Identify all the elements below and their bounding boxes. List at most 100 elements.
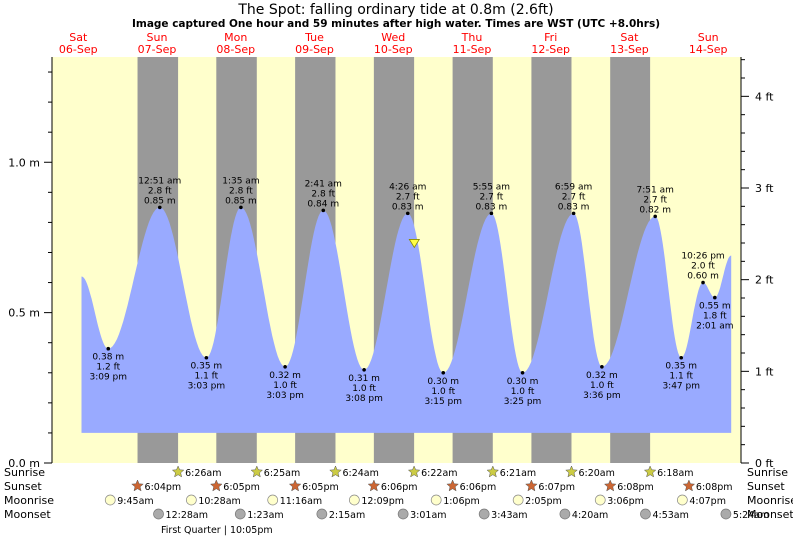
day-name: Sat [69,31,88,44]
high-tide-time: 5:55 am [473,182,510,192]
tide-point [571,211,576,216]
high-tide-m: 0.82 m [639,205,671,215]
right-tick-label: 2 ft [755,274,774,287]
tide-point [441,370,446,375]
row-label-left: Moonrise [4,494,54,507]
day-name: Thu [461,31,483,44]
day-date: 09-Sep [295,43,334,56]
tide-series [81,207,732,433]
day-name: Sun [147,31,168,44]
left-tick-label: 0.0 m [8,457,40,470]
high-tide-time: 1:35 am [222,176,259,186]
low-tide-ft: 1.0 ft [273,381,297,391]
moonrise-time: 4:07pm [689,496,726,507]
sunrise-icon [643,465,657,478]
moonset-icon [559,508,571,520]
sunset-time: 6:04pm [145,482,182,493]
low-tide-time: 3:08 pm [345,394,383,404]
day-name: Wed [381,31,405,44]
moonrise-time: 12:09pm [361,496,404,507]
row-label-right: Moonrise [747,494,793,507]
high-tide-m: 0.60 m [687,272,719,282]
sunrise-icon [407,465,421,478]
high-tide-m: 0.85 m [225,196,257,206]
low-tide-m: 0.32 m [586,371,618,381]
row-label-left: Sunset [4,480,42,493]
low-tide-ft: 1.1 ft [669,372,693,382]
moonrise-time: 10:28am [198,496,240,507]
high-tide-time: 10:26 pm [681,252,724,262]
high-tide-ft: 2.7 ft [643,195,667,205]
moonrise-time: 3:06pm [607,496,644,507]
tide-point [713,295,717,300]
moonset-time: 5:24am [733,510,769,521]
right-tick-label: 1 ft [755,365,774,378]
chart-title: The Spot: falling ordinary tide at 0.8m … [237,2,553,18]
moonset-icon [234,508,246,520]
moonrise-icon [430,494,442,506]
moonrise-time: 1:06pm [443,496,480,507]
low-tide-ft: 1.1 ft [195,372,219,382]
moonrise-icon [348,494,360,506]
low-tide-ft: 1.2 ft [96,363,120,373]
high-tide-ft: 2.7 ft [480,192,504,202]
chart-header: The Spot: falling ordinary tide at 0.8m … [132,2,660,30]
low-tide-m: 0.35 m [191,362,223,372]
low-tide-ft: 1.0 ft [511,387,535,397]
high-tide-ft: 2.8 ft [229,186,253,196]
day-labels: Sat06-SepSun07-SepMon08-SepTue09-SepWed1… [59,31,728,56]
left-tick-label: 0.5 m [8,307,40,320]
moonrise-icon [104,494,116,506]
high-tide-time: 4:26 am [389,182,426,192]
sunrise-icon [486,465,500,478]
tide-point [362,367,366,372]
low-tide-time: 3:03 pm [266,391,304,401]
high-tide-m: 0.85 m [144,196,176,206]
moon-phase: First Quarter | 10:05pm [161,525,273,536]
moonrise-icon [267,494,279,506]
low-tide-m: 0.35 m [665,362,697,372]
right-tick-label: 4 ft [755,90,774,103]
current-tide-marker [408,239,421,249]
moonrise-icon [512,494,524,506]
moonset-icon [478,508,490,520]
low-tide-time: 2:01 am [696,322,733,332]
tide-point [520,370,525,375]
moonset-time: 2:15am [329,510,365,521]
low-tide-m: 0.32 m [269,371,301,381]
moonrise-time: 2:05pm [525,496,562,507]
tide-point [157,205,162,210]
tide-point [204,355,209,360]
low-tide-m: 0.30 m [507,377,539,387]
sunset-icon [603,479,617,492]
high-tide-ft: 2.0 ft [691,262,715,272]
low-tide-ft: 1.0 ft [352,384,376,394]
moonrise-icon [594,494,606,506]
sunset-time: 6:08pm [696,482,733,493]
high-tide-time: 12:51 am [138,176,181,186]
day-name: Tue [304,31,324,44]
sunset-time: 6:05pm [302,482,339,493]
sunset-icon [367,479,381,492]
high-tide-ft: 2.7 ft [562,192,586,202]
day-date: 08-Sep [216,43,255,56]
high-tide-m: 0.84 m [307,199,339,209]
tide-point [405,211,410,216]
low-tide-time: 3:25 pm [504,397,542,407]
sunset-icon [288,479,302,492]
right-tick-label: 3 ft [755,182,774,195]
tide-point [701,280,705,285]
moonset-time: 4:53am [652,510,688,521]
low-tide-m: 0.31 m [348,374,380,384]
moonset-time: 3:01am [410,510,446,521]
low-tide-m: 0.55 m [699,302,731,312]
day-date: 14-Sep [689,43,728,56]
sunrise-time: 6:25am [264,468,300,479]
day-name: Fri [544,31,557,44]
low-tide-ft: 1.0 ft [431,387,455,397]
low-tide-time: 3:15 pm [424,397,462,407]
high-tide-m: 0.83 m [558,202,590,212]
sunrise-time: 6:26am [185,468,221,479]
